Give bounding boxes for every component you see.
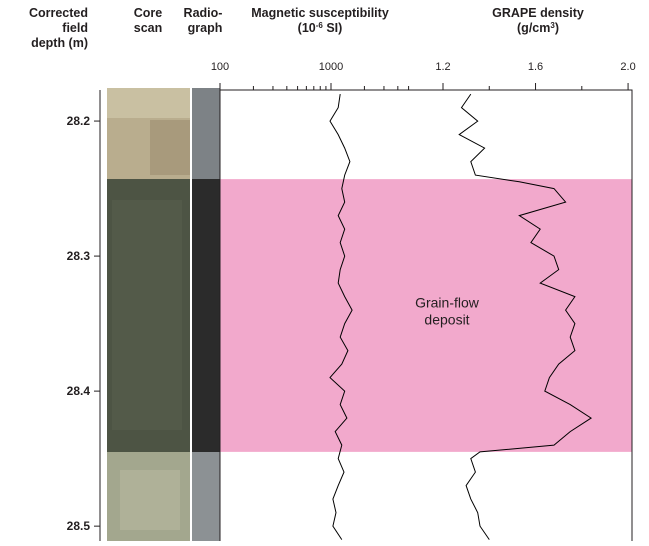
y-axis-label: depth (m) xyxy=(31,36,88,50)
facies-label: deposit xyxy=(424,312,469,328)
radiograph-image xyxy=(192,88,220,541)
x-tick-label: 1000 xyxy=(319,61,343,73)
x-tick-label: 100 xyxy=(211,61,229,73)
panel-title: GRAPE density xyxy=(492,6,584,20)
y-tick-label: 28.2 xyxy=(67,114,91,128)
panel-label: graph xyxy=(188,21,223,35)
x-tick-label: 2.0 xyxy=(620,61,635,73)
y-axis-label: Corrected xyxy=(29,6,88,20)
data-line xyxy=(329,94,353,540)
panel-label: Core xyxy=(134,6,163,20)
panel-label: scan xyxy=(134,21,163,35)
panel-label: Radio- xyxy=(184,6,223,20)
y-axis-label: field xyxy=(62,21,88,35)
x-tick-label: 1.2 xyxy=(435,61,450,73)
panel-unit: (g/cm3) xyxy=(517,21,559,36)
y-tick-label: 28.5 xyxy=(67,519,91,533)
core-scan-image xyxy=(107,88,190,541)
facies-label: Grain-flow xyxy=(415,295,480,311)
unit-part: 3 xyxy=(550,21,555,30)
y-tick-label: 28.3 xyxy=(67,249,91,263)
data-line xyxy=(458,93,593,540)
unit-part: ) xyxy=(555,21,559,35)
unit-part: -6 xyxy=(316,21,324,30)
panel-title: Magnetic susceptibility xyxy=(251,6,389,20)
unit-part: (10 xyxy=(298,21,316,35)
facies-band xyxy=(220,179,632,452)
x-tick-label: 1.6 xyxy=(528,61,543,73)
unit-part: (g/cm xyxy=(517,21,550,35)
panel-unit: (10-6 SI) xyxy=(298,21,343,36)
unit-part: SI) xyxy=(323,21,342,35)
y-tick-label: 28.4 xyxy=(67,384,91,398)
